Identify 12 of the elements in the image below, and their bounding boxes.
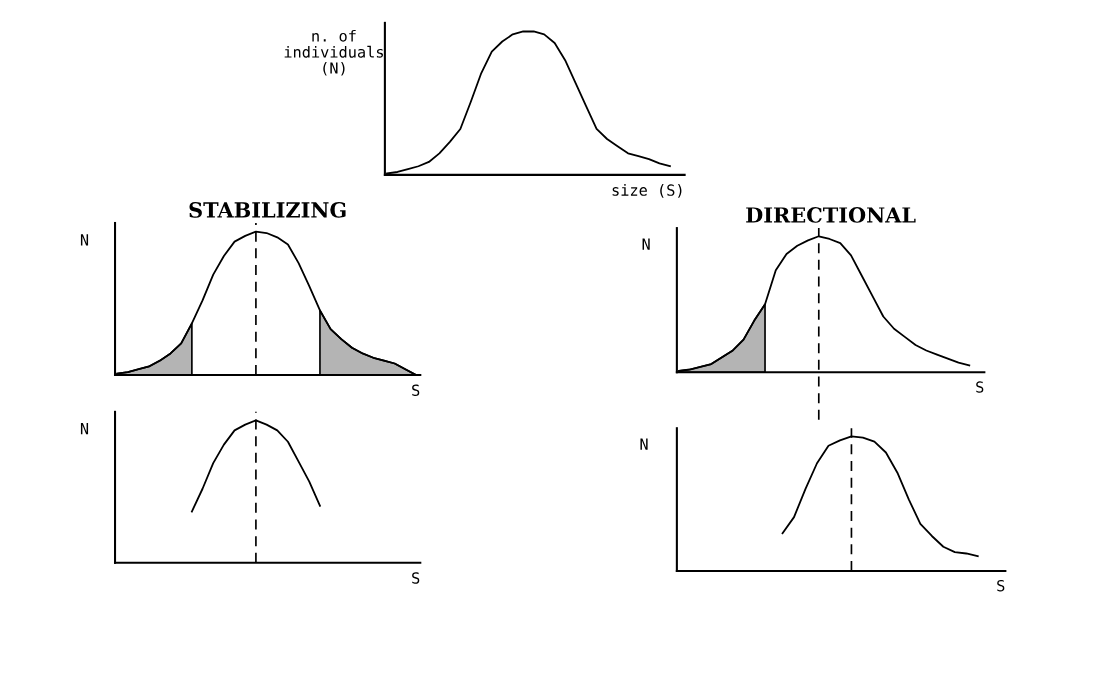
- chart-title: STABILIZING: [189, 201, 346, 218]
- y-axis-title: N: [642, 238, 650, 250]
- x-axis-title: size (S): [612, 184, 682, 198]
- x-axis-title: S: [412, 384, 420, 396]
- x-axis-title: S: [412, 572, 420, 584]
- x-axis-title: S: [976, 381, 984, 393]
- chart-title: DIRECTIONAL: [746, 207, 916, 223]
- y-axis-title: n. of individuals (N): [284, 29, 384, 76]
- y-axis-title: N: [80, 423, 89, 435]
- y-axis-title: N: [640, 438, 648, 450]
- x-axis-title: S: [997, 579, 1005, 592]
- y-axis-title: N: [80, 234, 89, 246]
